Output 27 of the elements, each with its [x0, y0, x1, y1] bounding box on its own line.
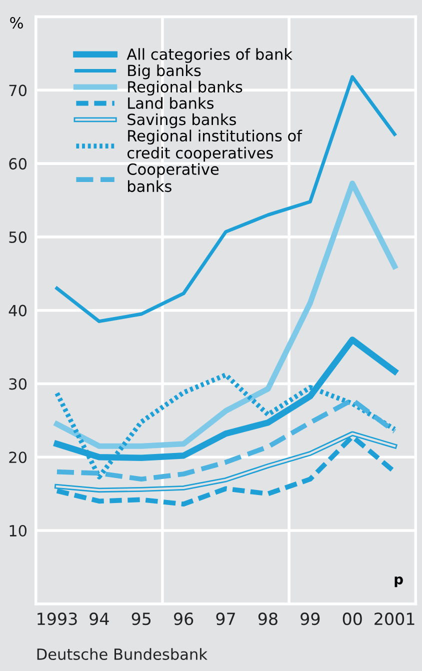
y-tick-label: 30 — [9, 378, 27, 390]
y-tick-label: 50 — [9, 231, 27, 243]
x-tick-label: 99 — [300, 612, 320, 626]
x-tick-label: 96 — [174, 612, 194, 626]
legend-label: Savings banks — [128, 113, 236, 128]
x-tick-label: 95 — [132, 612, 151, 626]
legend-label: Regional institutions of credit cooperatives — [127, 130, 302, 162]
x-tick-label: 1993 — [38, 612, 77, 626]
x-tick-label: 94 — [90, 612, 109, 626]
x-tick-label: 00 — [342, 612, 362, 626]
text: Deutsche Bundesbank — [37, 648, 208, 660]
y-tick-label: 40 — [8, 304, 27, 316]
annotation: p — [394, 576, 403, 588]
legend-label: Regional banks — [128, 80, 242, 96]
legend-label: Big banks — [128, 64, 201, 80]
y-tick-label: 70 — [9, 84, 27, 96]
legend-label: Land banks — [128, 97, 214, 109]
x-tick-label: 97 — [216, 612, 235, 626]
x-tick-label: 98 — [258, 612, 278, 626]
x-tick-label: 2001 — [374, 612, 414, 626]
y-tick-label: 20 — [9, 452, 27, 464]
line-series — [54, 397, 397, 482]
legend-label: All categories of bank — [126, 48, 292, 63]
y-tick-label: 10 — [10, 524, 27, 537]
y-axis-title: % — [10, 17, 23, 29]
legend-label: Cooperative banks — [127, 163, 219, 192]
y-tick-label: 60 — [9, 158, 27, 170]
